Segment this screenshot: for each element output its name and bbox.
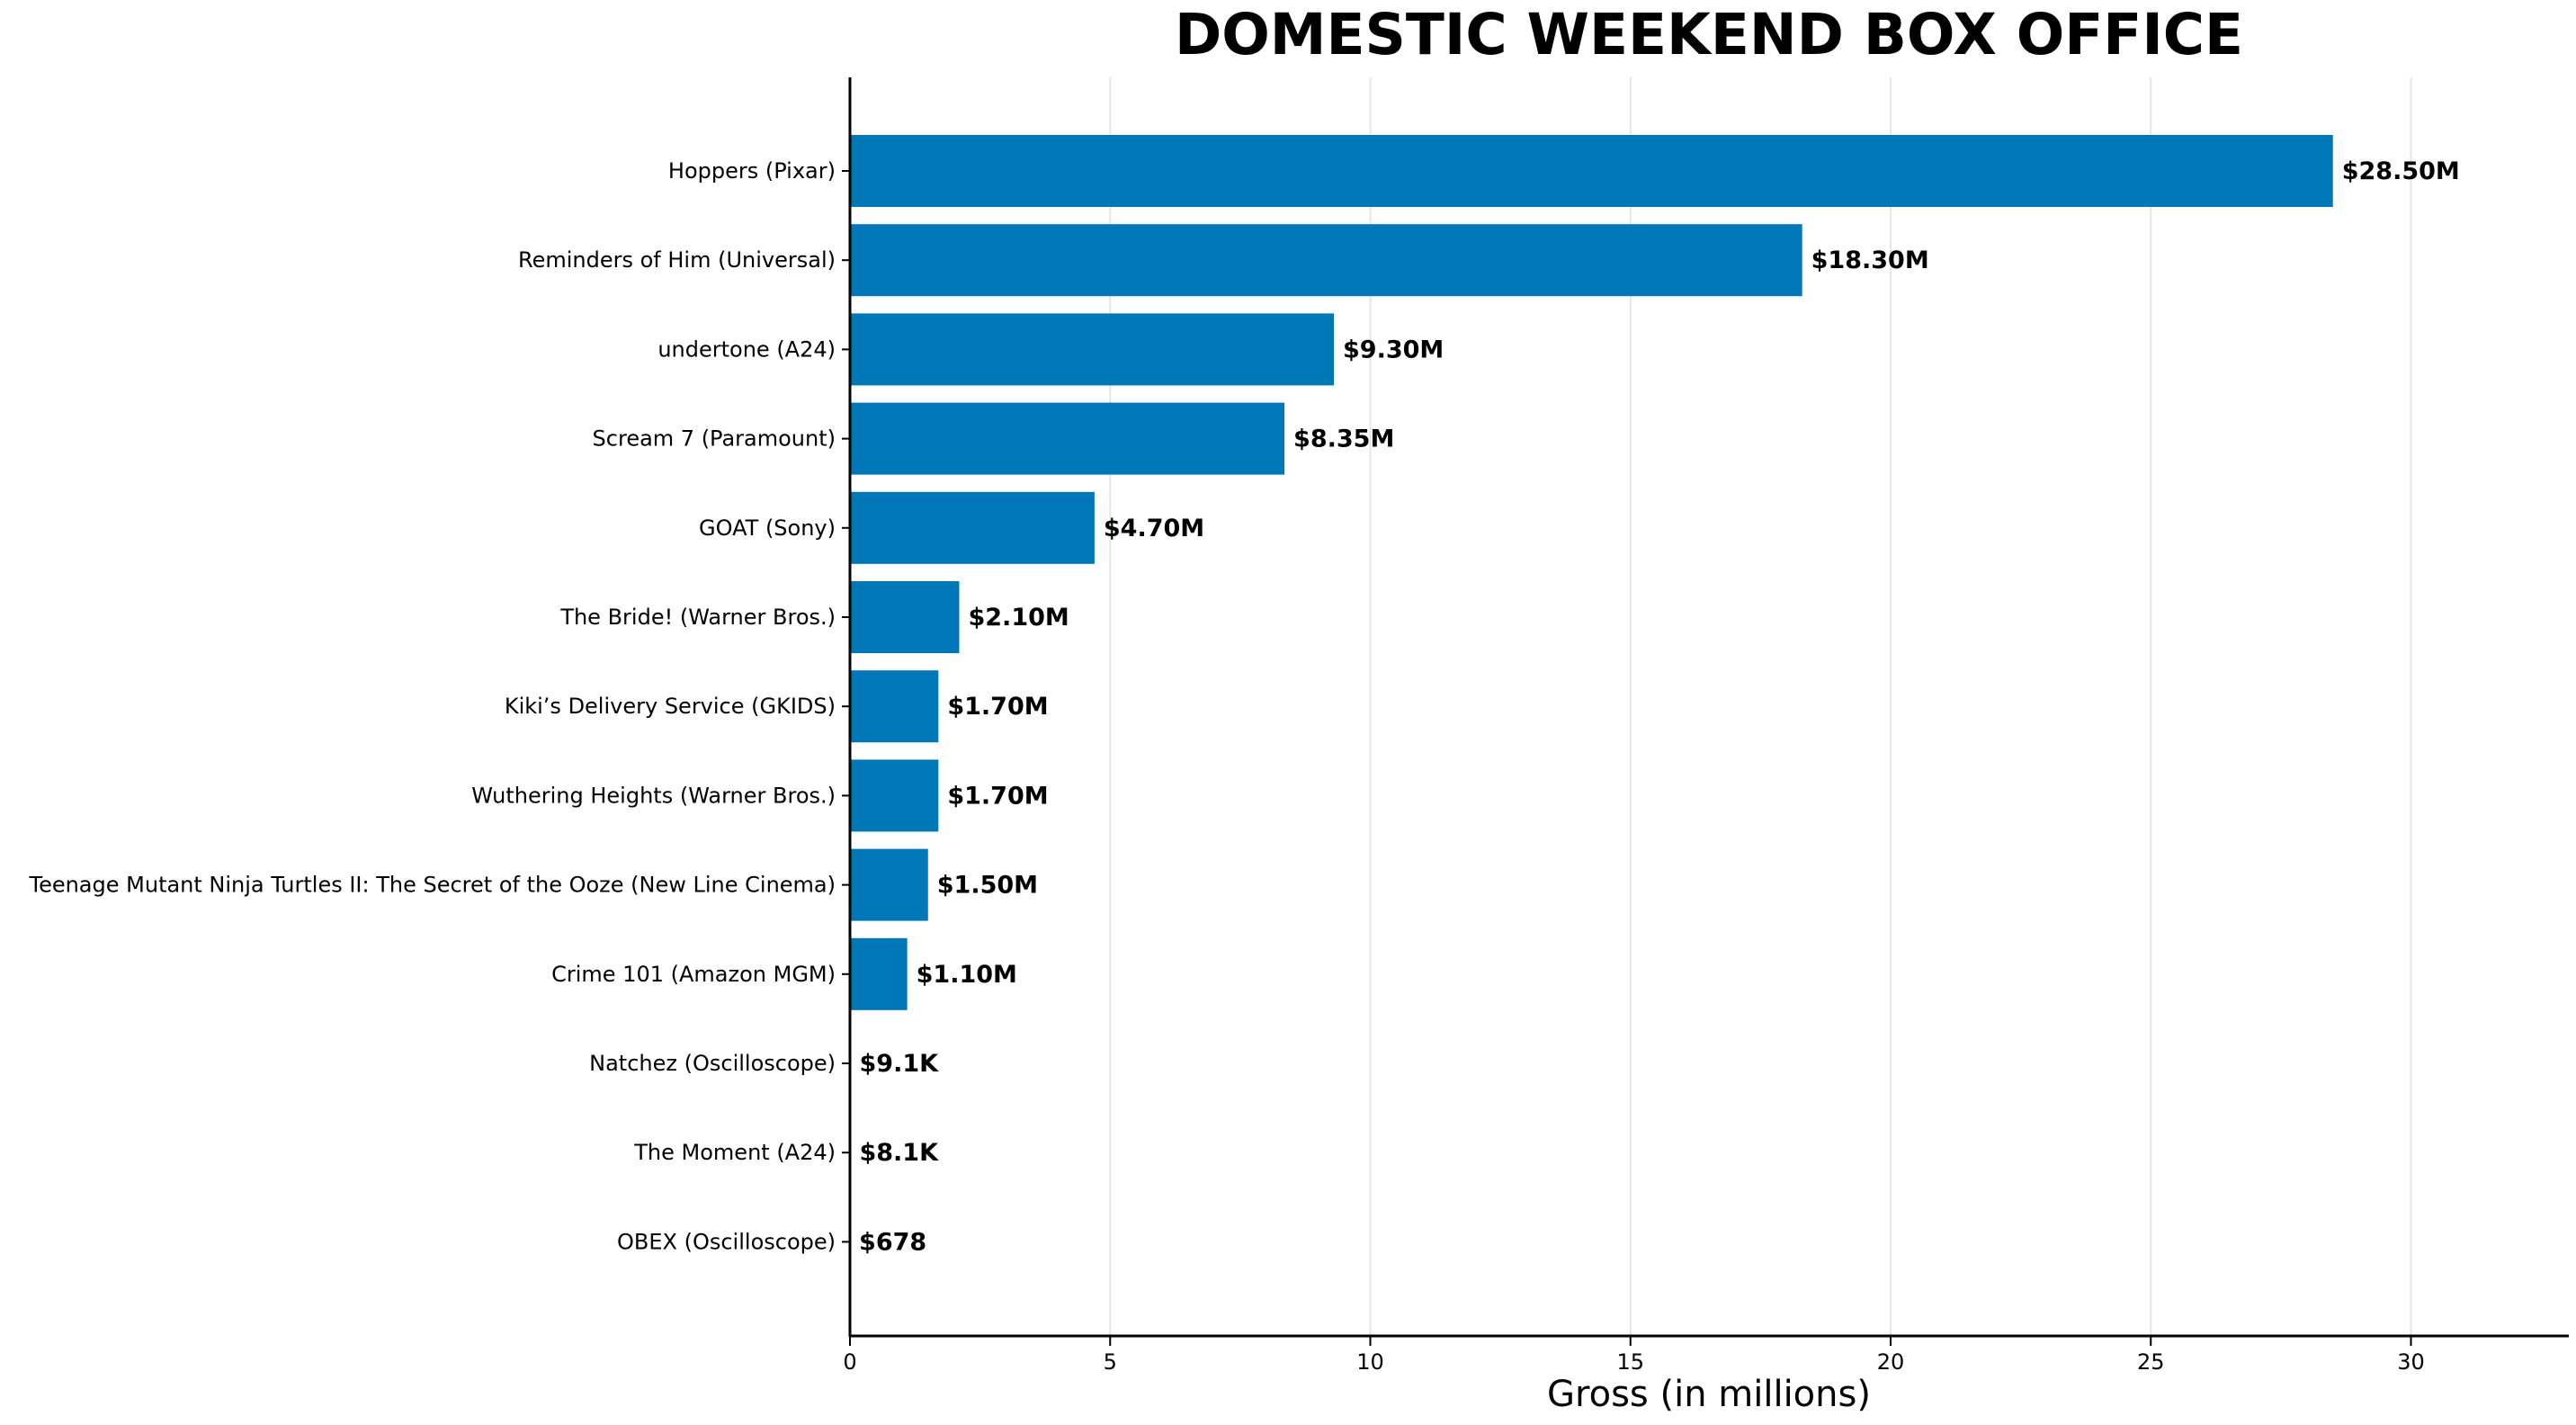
category-label: Crime 101 (Amazon MGM)	[551, 962, 836, 987]
bar	[850, 938, 908, 1010]
value-label: $9.30M	[1343, 336, 1444, 363]
bar	[850, 135, 2333, 207]
bar	[850, 849, 928, 921]
category-label: The Moment (A24)	[633, 1140, 836, 1165]
bar	[850, 403, 1284, 475]
x-tick-label: 20	[1877, 1349, 1905, 1375]
value-label: $18.30M	[1811, 246, 1929, 274]
value-label: $1.70M	[947, 693, 1048, 721]
chart-title: DOMESTIC WEEKEND BOX OFFICE	[1175, 2, 2243, 67]
value-label: $8.1K	[859, 1139, 939, 1167]
category-label: Scream 7 (Paramount)	[593, 426, 836, 452]
x-tick-label: 30	[2397, 1349, 2425, 1375]
category-label: Hoppers (Pixar)	[668, 158, 836, 184]
value-label: $9.1K	[860, 1050, 940, 1078]
category-label: Kiki’s Delivery Service (GKIDS)	[505, 694, 836, 719]
value-label: $1.70M	[947, 782, 1048, 810]
bar	[850, 759, 938, 831]
category-label: Teenage Mutant Ninja Turtles II: The Sec…	[28, 873, 836, 898]
x-tick-label: 5	[1104, 1349, 1117, 1375]
bars	[850, 135, 2333, 1277]
x-tick-label: 0	[843, 1349, 856, 1375]
value-label: $4.70M	[1104, 515, 1204, 542]
value-label: $1.50M	[937, 872, 1038, 900]
bar	[850, 492, 1095, 564]
bar	[850, 224, 1802, 296]
value-label: $678	[859, 1228, 926, 1256]
x-tick-label: 10	[1356, 1349, 1384, 1375]
value-label: $1.10M	[917, 961, 1017, 989]
category-label: Reminders of Him (Universal)	[518, 247, 836, 273]
bar	[850, 581, 959, 653]
x-ticks: 0 5 10 15 20 25 30	[843, 1337, 2424, 1375]
value-label: $2.10M	[968, 604, 1069, 632]
x-tick-label: 25	[2137, 1349, 2165, 1375]
category-label: Wuthering Heights (Warner Bros.)	[471, 783, 836, 808]
category-label: Natchez (Oscilloscope)	[589, 1051, 836, 1076]
x-tick-label: 15	[1616, 1349, 1644, 1375]
category-label: GOAT (Sony)	[699, 515, 836, 541]
bar	[850, 670, 938, 742]
category-label: OBEX (Oscilloscope)	[617, 1229, 836, 1254]
category-label: The Bride! (Warner Bros.)	[559, 605, 836, 630]
value-label: $28.50M	[2342, 157, 2460, 185]
x-axis-title: Gross (in millions)	[1547, 1374, 1871, 1415]
category-label: undertone (A24)	[657, 336, 836, 362]
value-label: $8.35M	[1293, 426, 1394, 453]
category-labels: Hoppers (Pixar) Reminders of Him (Univers…	[28, 158, 850, 1254]
bar	[850, 313, 1334, 385]
